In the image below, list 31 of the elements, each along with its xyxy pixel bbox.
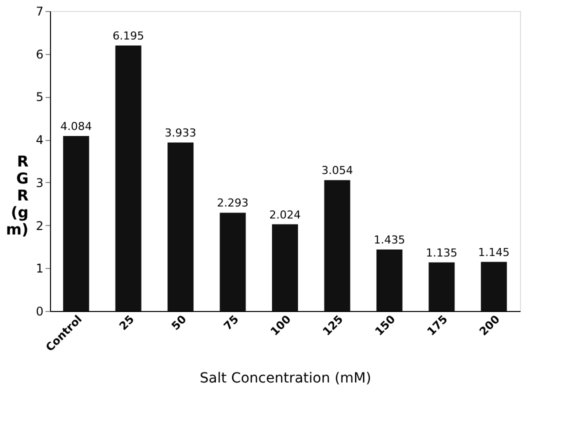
y-tick-label: 7 <box>36 4 44 18</box>
x-tick-label: 75 <box>221 312 242 333</box>
data-label: 6.195 <box>112 30 144 42</box>
data-label: 3.054 <box>321 164 353 178</box>
y-tick-label: 3 <box>36 176 44 190</box>
data-label: 4.084 <box>60 120 92 133</box>
y-tick-label: 5 <box>36 90 44 104</box>
bar <box>376 250 402 311</box>
y-tick-label: 4 <box>36 133 44 148</box>
data-label: 1.135 <box>426 246 458 260</box>
x-axis-title: Salt Concentration (mM) <box>200 370 372 386</box>
bar <box>272 224 298 311</box>
bar <box>63 136 90 311</box>
bar <box>324 180 350 311</box>
y-tick-label: 2 <box>36 218 44 233</box>
data-label: 1.145 <box>478 246 510 259</box>
bar <box>115 46 142 311</box>
x-tick-label: 25 <box>116 312 137 333</box>
bar <box>168 142 194 311</box>
bar <box>220 212 246 311</box>
x-tick-label: 50 <box>169 312 190 333</box>
data-label: 3.933 <box>164 126 196 140</box>
data-label: 2.024 <box>269 208 301 222</box>
y-tick-label: 1 <box>36 262 44 276</box>
data-label: 2.293 <box>217 196 249 210</box>
data-label: 1.435 <box>374 234 406 246</box>
y-tick-label: 6 <box>36 47 44 62</box>
bar <box>428 262 455 311</box>
bar <box>480 262 507 311</box>
y-tick-label: 0 <box>36 304 44 318</box>
y-axis-title: R G R (g m) <box>6 152 29 238</box>
